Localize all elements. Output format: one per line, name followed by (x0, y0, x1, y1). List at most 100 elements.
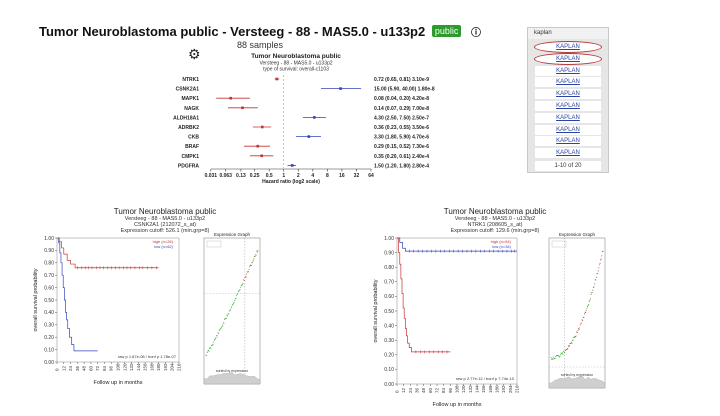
km-left-inset-point (219, 329, 221, 331)
km-left-inset-point (217, 332, 219, 334)
km-left-xtick-label: 120 (122, 363, 127, 371)
km-left-inset-point (249, 265, 251, 267)
kaplan-link-5[interactable]: KAPLAN (535, 89, 601, 100)
km-right-inset-point (585, 311, 587, 313)
km-right-inset-point (585, 309, 587, 311)
kaplan-link-7[interactable]: KAPLAN (535, 112, 601, 123)
km-left-legend-low: low (n=62) (154, 244, 173, 249)
km-left-inset-point (212, 343, 214, 345)
km-right-inset-point (550, 357, 552, 359)
km-right-inset-point (573, 337, 575, 339)
km-right-xtick-label: 144 (475, 385, 480, 393)
km-left-inset-point (256, 251, 258, 253)
km-right-xtick-label: 24 (408, 387, 413, 393)
km-right-inset-point (592, 287, 594, 289)
km-left-inset-point (247, 271, 249, 273)
km-right-curve-low (397, 237, 451, 353)
km-right-inset-point (598, 264, 600, 266)
km-left-inset-point (222, 324, 224, 326)
km-right-ytick-label: 0.20 (384, 353, 394, 359)
km-left-y-label: overall survival probability (33, 268, 39, 331)
km-right-inset-point (586, 306, 588, 308)
km-right-curve-high (397, 237, 517, 252)
km-right-inset-point (567, 347, 569, 349)
km-left-line3: Expression cutoff: 526.1 (min.grp=8) (120, 228, 210, 234)
km-right-inset-point (558, 355, 560, 357)
km-left-inset-point (252, 261, 254, 263)
km-left-inset-point (228, 313, 230, 315)
km-right-inset-point (582, 320, 584, 322)
km-left-inset-point (256, 250, 258, 252)
kaplan-link-6[interactable]: KAPLAN (535, 101, 601, 111)
info-icon[interactable]: ⓘ (471, 28, 481, 39)
km-right-heading: Tumor Neuroblastoma public (443, 207, 547, 216)
km-left-inset-point (251, 262, 253, 264)
km-left-inset-point (221, 326, 223, 328)
km-left-inset-point (252, 260, 254, 262)
kaplan-link-2[interactable]: KAPLAN (534, 52, 602, 65)
km-left-inset-point (246, 273, 248, 275)
km-right-inset-point (583, 316, 585, 318)
title-text: Tumor Neuroblastoma public - Versteeg - … (38, 24, 426, 39)
km-right-xtick-label: 120 (461, 385, 466, 393)
km-left-ytick-label: 0.60 (44, 285, 54, 291)
km-right-inset-point (562, 353, 564, 355)
km-left-xtick-label: 216 (177, 363, 182, 371)
km-left-inset-point (230, 307, 232, 309)
km-right-line3: Expression cutoff: 129.6 (min.grp=8) (450, 228, 540, 234)
km-right-xtick-label: 72 (435, 387, 440, 393)
km-left-xtick-label: 204 (170, 363, 175, 371)
km-left-ytick-label: 0.20 (44, 335, 54, 341)
km-right-inset-point (574, 336, 576, 338)
km-left-line1: Versteeg - 88 - MAS5.0 - u133p2 (124, 216, 206, 222)
km-left-xtick-label: 192 (163, 363, 168, 371)
km-left-inset-point (206, 354, 208, 356)
km-right-inset-point (551, 357, 553, 359)
km-right-xtick-label: 168 (488, 385, 493, 393)
kaplan-link-9[interactable]: KAPLAN (535, 136, 601, 147)
km-left-inset-point (240, 286, 242, 288)
km-left-inset-point (226, 314, 228, 316)
km-right-inset-point (565, 349, 567, 351)
kaplan-link-4[interactable]: KAPLAN (535, 77, 601, 88)
km-right-xtick-label: 36 (415, 387, 420, 393)
kaplan-link-10[interactable]: KAPLAN (535, 148, 601, 159)
km-right-xtick-label: 96 (448, 387, 453, 393)
km-right-inset-point (552, 356, 554, 358)
km-left-xtick-label: 84 (102, 365, 107, 371)
km-right-x-label: Follow up in months (433, 402, 482, 408)
gear-icon[interactable]: ⚙ (188, 46, 201, 62)
km-right-inset-point (581, 319, 583, 321)
kaplan-link-8[interactable]: KAPLAN (535, 124, 601, 135)
km-right-ytick-label: 1.00 (384, 236, 394, 242)
km-right-inset-point (570, 341, 572, 343)
km-right-xtick-label: 132 (468, 385, 473, 393)
km-left-xtick-label: 96 (109, 365, 114, 371)
public-badge[interactable]: public (431, 25, 462, 37)
km-left-inset-point (214, 338, 216, 340)
km-left-inset-point (237, 291, 239, 293)
km-left-xtick-label: 60 (88, 365, 93, 371)
km-right-inset-point (563, 350, 565, 352)
km-left-inset-point (238, 290, 240, 292)
kaplan-panel-header: kaplan (528, 28, 608, 39)
km-left-inset-point (225, 318, 227, 320)
km-left-inset-point (244, 277, 246, 279)
km-left-inset-point (220, 327, 222, 329)
km-left-xtick-label: 12 (61, 365, 66, 371)
km-left-inset-point (227, 315, 229, 317)
km-right-inset-point (592, 289, 594, 291)
km-left-inset-density (203, 372, 261, 385)
km-right-inset-point (602, 250, 604, 252)
km-right-inset-point (566, 348, 568, 350)
km-left-xtick-label: 132 (129, 363, 134, 371)
km-right-xtick-label: 108 (455, 385, 460, 393)
km-right-ytick-label: 0.50 (384, 309, 394, 315)
km-right-xtick-label: 60 (428, 387, 433, 393)
km-left-xtick-label: 36 (75, 365, 80, 371)
kaplan-link-1[interactable]: KAPLAN (534, 41, 602, 53)
km-right-inset-point (590, 293, 592, 295)
kaplan-link-3[interactable]: KAPLAN (535, 65, 601, 76)
km-left-ytick-label: 0.10 (44, 347, 54, 353)
km-left-ytick-label: 0.90 (44, 248, 54, 254)
